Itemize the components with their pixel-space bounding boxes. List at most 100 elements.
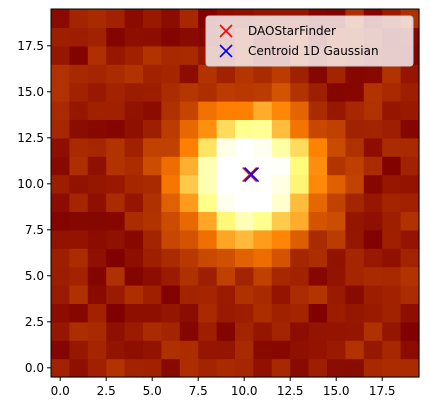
heatmap-cell	[51, 321, 70, 341]
heatmap-cell	[124, 358, 144, 378]
heatmap-cell	[363, 266, 383, 286]
heatmap-cell	[161, 211, 181, 231]
heatmap-cell	[363, 340, 383, 360]
heatmap-cell	[143, 9, 162, 28]
heatmap-cell	[308, 64, 328, 84]
heatmap-cell	[327, 101, 346, 120]
heatmap-cell	[69, 303, 89, 323]
heatmap-cell	[253, 229, 273, 249]
heatmap-cell	[143, 27, 162, 47]
heatmap-cell	[290, 358, 310, 378]
heatmap-cell	[179, 229, 199, 249]
heatmap-cell	[69, 211, 89, 231]
heatmap-cell	[106, 229, 126, 249]
heatmap-cell	[124, 174, 144, 194]
heatmap-cell	[87, 193, 107, 212]
heatmap-cell	[400, 137, 420, 157]
heatmap-cell	[179, 101, 199, 120]
heatmap-cell	[106, 266, 126, 286]
y-tick-label: 17.5	[17, 39, 44, 53]
heatmap-cell	[308, 229, 328, 249]
heatmap-cell	[400, 340, 420, 360]
heatmap-cell	[179, 9, 199, 28]
heatmap-cell	[87, 358, 107, 378]
y-tick-label: 5.0	[25, 269, 44, 283]
heatmap-cell	[345, 211, 365, 231]
heatmap-cell	[143, 340, 162, 360]
heatmap-cell	[363, 285, 383, 304]
heatmap-cell	[87, 119, 107, 139]
x-tick-label: 17.5	[369, 384, 396, 398]
heatmap-cell	[124, 340, 144, 360]
heatmap-cell	[382, 303, 402, 323]
heatmap-cell	[363, 174, 383, 194]
heatmap-cell	[87, 9, 107, 28]
heatmap-cell	[271, 229, 291, 249]
heatmap-cell	[161, 156, 181, 176]
heatmap-cell	[400, 82, 420, 102]
heatmap-cell	[308, 101, 328, 120]
heatmap-cell	[235, 266, 254, 286]
x-tick-label: 10.0	[231, 384, 258, 398]
heatmap-cell	[235, 174, 254, 194]
heatmap-cell	[69, 229, 89, 249]
heatmap-cell	[253, 266, 273, 286]
heatmap-cell	[106, 64, 126, 84]
heatmap-cell	[161, 303, 181, 323]
heatmap-cell	[235, 82, 254, 102]
heatmap-cell	[161, 248, 181, 268]
legend-marker	[219, 44, 233, 58]
heatmap-cell	[271, 303, 291, 323]
heatmap-cell	[124, 137, 144, 157]
heatmap-cell	[161, 340, 181, 360]
heatmap-cell	[345, 285, 365, 304]
heatmap-cell	[161, 193, 181, 212]
heatmap-cell	[253, 248, 273, 268]
legend-marker	[219, 24, 233, 38]
heatmap-cell	[345, 174, 365, 194]
heatmap-cell	[69, 321, 89, 341]
heatmap-cell	[124, 285, 144, 304]
heatmap-cell	[400, 119, 420, 139]
heatmap-cell	[51, 340, 70, 360]
heatmap-cell	[179, 340, 199, 360]
heatmap-cell	[143, 211, 162, 231]
heatmap-cell	[327, 358, 346, 378]
heatmap-cell	[363, 248, 383, 268]
heatmap-cell	[363, 303, 383, 323]
heatmap-cell	[327, 193, 346, 212]
heatmap-cell	[290, 174, 310, 194]
heatmap-cell	[308, 156, 328, 176]
heatmap-cell	[345, 248, 365, 268]
heatmap-cell	[327, 229, 346, 249]
heatmap-cell	[253, 285, 273, 304]
heatmap-cell	[271, 137, 291, 157]
heatmap-cell	[106, 101, 126, 120]
heatmap-cell	[143, 358, 162, 378]
heatmap-cell	[235, 303, 254, 323]
heatmap-cell	[327, 248, 346, 268]
heatmap-cell	[143, 119, 162, 139]
heatmap-cell	[198, 156, 218, 176]
centroid-1d-gaussian-marker	[243, 167, 260, 183]
heatmap-cell	[345, 229, 365, 249]
heatmap-cell	[124, 101, 144, 120]
heatmap-cell	[161, 27, 181, 47]
heatmap-cell	[51, 27, 70, 47]
heatmap-cell	[124, 82, 144, 102]
heatmap-cell	[51, 358, 70, 378]
heatmap-cells	[51, 9, 420, 378]
heatmap-cell	[179, 211, 199, 231]
y-tick-label: 0.0	[25, 361, 44, 375]
legend-label: DAOStarFinder	[248, 24, 336, 38]
heatmap-cell	[363, 193, 383, 212]
heatmap-cell	[345, 193, 365, 212]
heatmap-cell	[106, 303, 126, 323]
y-tick-label: 7.5	[25, 223, 44, 237]
heatmap-cell	[363, 358, 383, 378]
heatmap-cell	[382, 174, 402, 194]
heatmap-cell	[235, 248, 254, 268]
heatmap-cell	[327, 340, 346, 360]
heatmap-cell	[106, 119, 126, 139]
heatmap-cell	[51, 285, 70, 304]
